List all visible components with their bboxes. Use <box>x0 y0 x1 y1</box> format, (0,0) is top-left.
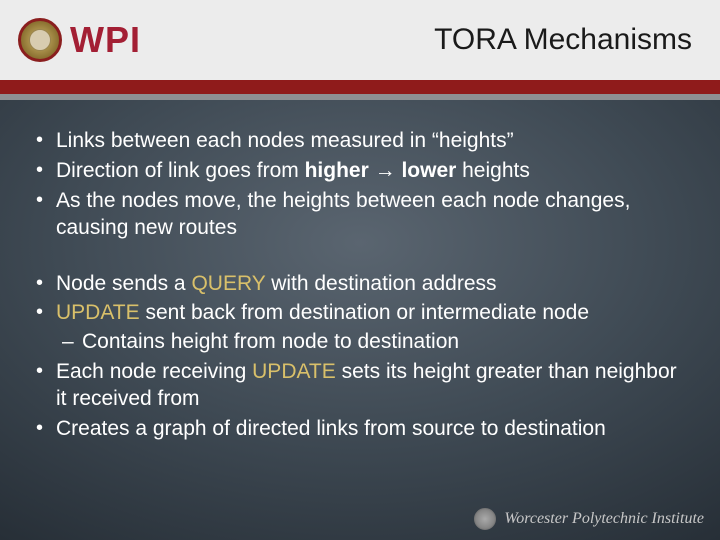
bullet-item: Creates a graph of directed links from s… <box>34 416 686 443</box>
bullet-item: As the nodes move, the heights between e… <box>34 188 686 242</box>
bullet-item: UPDATE sent back from destination or int… <box>34 300 686 356</box>
slide-title: TORA Mechanisms <box>434 23 702 57</box>
header-bar: WPI TORA Mechanisms <box>0 0 720 80</box>
divider-red <box>0 80 720 94</box>
bullet-group-1: Links between each nodes measured in “he… <box>34 128 686 242</box>
footer: Worcester Polytechnic Institute <box>474 508 704 530</box>
sub-bullet-list: Contains height from node to destination <box>56 329 686 356</box>
logo-text: WPI <box>70 19 141 61</box>
footer-seal-icon <box>474 508 496 530</box>
sub-bullet-item: Contains height from node to destination <box>56 329 686 356</box>
bullet-item: Direction of link goes from higher → low… <box>34 158 686 185</box>
footer-text: Worcester Polytechnic Institute <box>504 510 704 528</box>
logo-block: WPI <box>18 18 141 62</box>
bullet-item: Each node receiving UPDATE sets its heig… <box>34 359 686 413</box>
bullet-group-2: Node sends a QUERY with destination addr… <box>34 271 686 443</box>
group-gap <box>34 245 686 271</box>
wpi-seal-icon <box>18 18 62 62</box>
slide-body: Links between each nodes measured in “he… <box>0 100 720 443</box>
bullet-item: Links between each nodes measured in “he… <box>34 128 686 155</box>
bullet-item: Node sends a QUERY with destination addr… <box>34 271 686 298</box>
slide: WPI TORA Mechanisms Links between each n… <box>0 0 720 540</box>
